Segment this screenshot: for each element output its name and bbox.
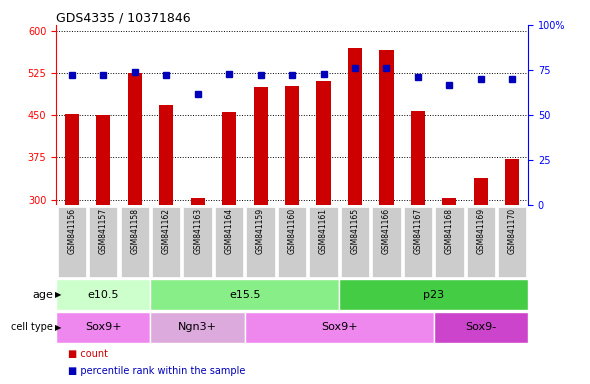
FancyBboxPatch shape bbox=[247, 207, 275, 277]
FancyBboxPatch shape bbox=[150, 279, 339, 310]
Bar bbox=[442, 197, 457, 205]
Bar bbox=[411, 111, 425, 205]
FancyBboxPatch shape bbox=[278, 207, 306, 277]
Text: GSM841165: GSM841165 bbox=[350, 208, 359, 254]
Text: GSM841157: GSM841157 bbox=[99, 208, 108, 254]
FancyBboxPatch shape bbox=[58, 207, 86, 277]
Text: cell type: cell type bbox=[11, 322, 53, 333]
Text: ▶: ▶ bbox=[55, 323, 62, 332]
FancyBboxPatch shape bbox=[309, 207, 337, 277]
Text: GSM841161: GSM841161 bbox=[319, 208, 328, 253]
Bar bbox=[127, 73, 142, 205]
Text: ■ count: ■ count bbox=[68, 349, 108, 359]
FancyBboxPatch shape bbox=[150, 312, 245, 343]
FancyBboxPatch shape bbox=[183, 207, 212, 277]
Text: GSM841162: GSM841162 bbox=[162, 208, 171, 253]
Bar bbox=[191, 198, 205, 205]
Text: e10.5: e10.5 bbox=[87, 290, 119, 300]
FancyBboxPatch shape bbox=[434, 312, 528, 343]
Text: GSM841159: GSM841159 bbox=[256, 208, 265, 254]
Text: GSM841168: GSM841168 bbox=[445, 208, 454, 253]
Text: ▶: ▶ bbox=[55, 290, 62, 299]
Text: GSM841163: GSM841163 bbox=[193, 208, 202, 254]
Text: age: age bbox=[32, 290, 53, 300]
Text: GSM841169: GSM841169 bbox=[476, 208, 486, 254]
FancyBboxPatch shape bbox=[215, 207, 243, 277]
Bar bbox=[316, 81, 330, 205]
FancyBboxPatch shape bbox=[467, 207, 495, 277]
FancyBboxPatch shape bbox=[245, 312, 434, 343]
Bar bbox=[65, 114, 79, 205]
Text: GSM841164: GSM841164 bbox=[225, 208, 234, 254]
Bar bbox=[379, 50, 394, 205]
Text: GSM841166: GSM841166 bbox=[382, 208, 391, 254]
Text: GSM841167: GSM841167 bbox=[414, 208, 422, 254]
Bar bbox=[474, 178, 488, 205]
FancyBboxPatch shape bbox=[498, 207, 526, 277]
Text: ■ percentile rank within the sample: ■ percentile rank within the sample bbox=[68, 366, 245, 376]
Text: GDS4335 / 10371846: GDS4335 / 10371846 bbox=[56, 12, 191, 25]
Bar bbox=[159, 105, 173, 205]
Bar bbox=[348, 48, 362, 205]
FancyBboxPatch shape bbox=[435, 207, 464, 277]
Text: GSM841170: GSM841170 bbox=[508, 208, 517, 254]
FancyBboxPatch shape bbox=[341, 207, 369, 277]
Bar bbox=[254, 87, 268, 205]
FancyBboxPatch shape bbox=[339, 279, 528, 310]
Text: e15.5: e15.5 bbox=[229, 290, 261, 300]
Text: GSM841156: GSM841156 bbox=[67, 208, 76, 254]
Bar bbox=[222, 112, 236, 205]
Text: GSM841158: GSM841158 bbox=[130, 208, 139, 253]
FancyBboxPatch shape bbox=[56, 279, 150, 310]
Bar bbox=[505, 159, 519, 205]
FancyBboxPatch shape bbox=[120, 207, 149, 277]
Bar bbox=[285, 86, 299, 205]
Text: Sox9+: Sox9+ bbox=[85, 322, 122, 333]
Text: Ngn3+: Ngn3+ bbox=[178, 322, 217, 333]
FancyBboxPatch shape bbox=[89, 207, 117, 277]
FancyBboxPatch shape bbox=[152, 207, 181, 277]
Text: GSM841160: GSM841160 bbox=[287, 208, 297, 254]
Text: p23: p23 bbox=[423, 290, 444, 300]
FancyBboxPatch shape bbox=[56, 312, 150, 343]
Text: Sox9-: Sox9- bbox=[466, 322, 496, 333]
Bar bbox=[96, 115, 110, 205]
Text: Sox9+: Sox9+ bbox=[321, 322, 358, 333]
FancyBboxPatch shape bbox=[372, 207, 401, 277]
FancyBboxPatch shape bbox=[404, 207, 432, 277]
